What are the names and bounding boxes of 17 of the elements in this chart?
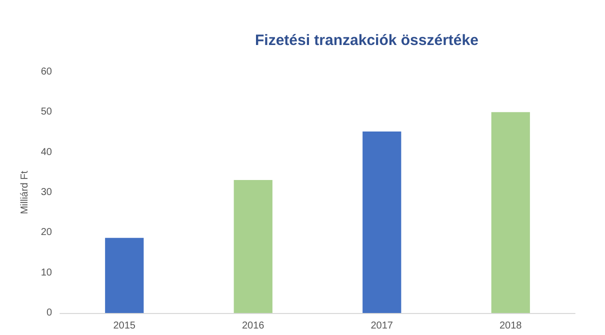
y-tick-label: 40 <box>40 146 52 158</box>
x-tick-label: 2016 <box>242 320 265 332</box>
y-tick-label: 10 <box>40 267 52 278</box>
y-tick-label: 20 <box>40 227 52 238</box>
bar <box>491 112 530 313</box>
x-tick-label: 2015 <box>113 320 136 332</box>
chart-title: Fizetési tranzakciók összértéke <box>255 32 478 49</box>
y-axis-title: Milliárd Ft <box>19 170 30 214</box>
x-tick-label: 2017 <box>370 320 394 332</box>
bar <box>234 180 272 313</box>
y-tick-label: 50 <box>40 106 52 118</box>
y-tick-label: 0 <box>46 308 52 318</box>
y-tick-label: 30 <box>40 187 52 198</box>
bar <box>105 238 144 313</box>
x-tick-label: 2018 <box>500 320 522 332</box>
bar <box>362 131 402 313</box>
y-tick-label: 60 <box>40 66 52 78</box>
